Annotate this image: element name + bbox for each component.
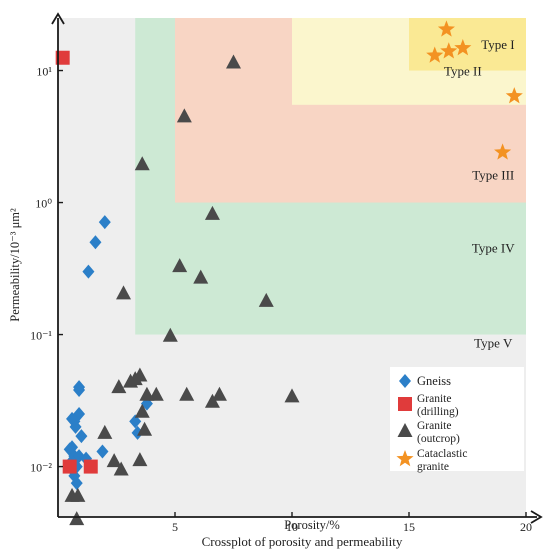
legend-label: granite (417, 461, 449, 473)
series-star (426, 20, 523, 160)
region-label-type-i: Type I (481, 37, 514, 52)
triangle-point (139, 386, 155, 401)
star-point (426, 46, 444, 63)
x-tick-label: 20 (520, 520, 532, 534)
triangle-point (204, 205, 220, 220)
star-point (494, 143, 512, 160)
series-triangle (64, 54, 300, 526)
triangle-point (132, 452, 148, 467)
triangle-point (123, 373, 139, 388)
diamond-point (129, 414, 142, 429)
triangle-point (204, 393, 220, 408)
legend-label: Granite (417, 420, 451, 432)
y-axis-arrow (51, 12, 65, 25)
square-point (83, 459, 98, 474)
triangle-point (111, 379, 127, 394)
star-point (437, 20, 455, 37)
region-label-type-ii: Type II (444, 63, 482, 78)
diamond-point (75, 429, 88, 444)
square-point (62, 459, 77, 474)
diamond-point (82, 264, 95, 279)
region-type-i (409, 18, 526, 71)
data-points (55, 20, 523, 526)
chart-title: Crossplot of porosity and permeability (202, 534, 403, 549)
triangle-point (134, 156, 150, 171)
triangle-point (132, 367, 148, 382)
triangle-point (226, 54, 241, 69)
x-axis-label: Porosity/% (284, 518, 340, 532)
triangle-point (258, 292, 274, 307)
legend-diamond-icon (399, 374, 411, 388)
diamond-point (69, 419, 82, 434)
triangle-point (211, 386, 227, 401)
series-square (55, 50, 98, 474)
triangle-point (116, 285, 132, 300)
legend-label: Cataclastic (417, 448, 467, 460)
y-tick-label: 10¹ (36, 65, 52, 79)
legend-square-icon (398, 397, 412, 411)
legend-star-icon (396, 450, 414, 467)
triangle-point (106, 453, 122, 468)
triangle-point (193, 269, 209, 284)
y-axis-label: Permeability/10⁻³ μm² (8, 208, 22, 322)
legend-box (390, 367, 524, 471)
legend-label: Granite (417, 393, 451, 405)
y-tick-label: 10⁻¹ (30, 329, 52, 343)
region-label-type-v: Type V (474, 335, 513, 350)
diamond-point (96, 444, 109, 459)
x-tick-label: 5 (172, 520, 178, 534)
star-point (454, 39, 472, 56)
axes (51, 12, 543, 524)
square-point (55, 50, 70, 65)
triangle-point (284, 388, 300, 403)
axis-ticks: 5 10 15 20 10⁻² 10⁻¹ 10⁰ 10¹ (30, 65, 532, 534)
triangle-point (162, 327, 178, 342)
triangle-point (70, 487, 86, 502)
star-point (440, 42, 458, 59)
triangle-point (176, 108, 192, 123)
legend-label: (outcrop) (417, 433, 460, 445)
star-point (505, 87, 523, 104)
region-label-type-iii: Type III (472, 167, 514, 182)
region-label-type-iv: Type IV (472, 240, 515, 255)
triangle-point (69, 511, 85, 526)
legend-label: (drilling) (417, 406, 459, 418)
triangle-point (179, 386, 195, 401)
triangle-point (172, 258, 188, 273)
x-axis-arrow (530, 510, 543, 524)
diamond-point (73, 383, 86, 398)
triangle-point (134, 403, 150, 418)
y-tick-label: 10⁻² (30, 461, 52, 475)
x-tick-label: 10 (286, 520, 298, 534)
triangle-point (97, 424, 113, 439)
legend-label: Gneiss (417, 374, 451, 388)
y-tick-label: 10⁰ (35, 197, 52, 211)
diamond-point (98, 215, 111, 230)
triangle-point (113, 461, 129, 476)
legend: GneissGranite(drilling)Granite(outcrop)C… (390, 367, 524, 473)
x-tick-label: 15 (403, 520, 415, 534)
triangle-point (137, 421, 153, 436)
diamond-point (70, 476, 83, 491)
region-labels: Type V Type IV Type III Type II Type I (444, 37, 515, 350)
diamond-point (89, 235, 102, 250)
legend-triangle-icon (397, 423, 413, 437)
